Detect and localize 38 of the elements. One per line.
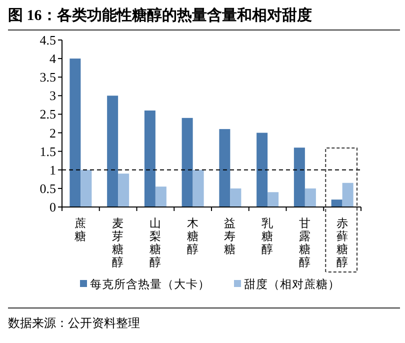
x-tick-label: 益寿糖 — [224, 217, 236, 256]
bar — [118, 174, 130, 207]
bar — [304, 188, 316, 207]
x-tick-label: 赤藓糖醇 — [336, 217, 348, 269]
bar — [155, 186, 166, 207]
y-tick-label: 1 — [50, 162, 56, 178]
x-tick-label: 麦芽糖醇 — [112, 217, 124, 269]
y-tick-label: 4 — [50, 51, 56, 66]
bar — [294, 148, 305, 207]
source-note: 数据来源：公开资料整理 — [8, 316, 140, 330]
x-tick-label: 甘露糖醇 — [298, 217, 311, 269]
bar — [107, 96, 118, 207]
bar — [219, 129, 230, 207]
chart-title: 图 16：各类功能性糖醇的热量含量和相对甜度 — [8, 6, 312, 24]
bar — [80, 170, 92, 207]
bar — [70, 58, 81, 207]
bar — [182, 118, 193, 207]
y-tick-label: 0 — [50, 200, 56, 214]
y-tick-label: 0.5 — [40, 180, 56, 196]
x-tick-label: 乳糖醇 — [262, 217, 274, 256]
legend-label: 甜度（相对蔗糖） — [244, 277, 340, 291]
y-tick-label: 2 — [50, 125, 56, 140]
bar — [331, 200, 342, 207]
bar — [230, 188, 242, 207]
legend-label: 每克所含热量（大卡） — [90, 278, 210, 291]
x-tick-label: 山梨糖醇 — [149, 217, 162, 269]
bar — [268, 192, 279, 207]
y-tick-label: 3 — [50, 88, 56, 104]
bar — [144, 110, 156, 207]
y-tick-label: 1.5 — [40, 144, 56, 159]
y-tick-label: 3.5 — [40, 70, 56, 85]
y-tick-label: 2.5 — [40, 106, 56, 122]
x-tick-label: 木糖醇 — [186, 217, 199, 256]
bar — [342, 182, 354, 207]
bar — [192, 170, 204, 207]
x-tick-label: 蔗糖 — [74, 217, 87, 243]
bar — [256, 132, 268, 207]
y-tick-label: 4.5 — [40, 32, 56, 48]
